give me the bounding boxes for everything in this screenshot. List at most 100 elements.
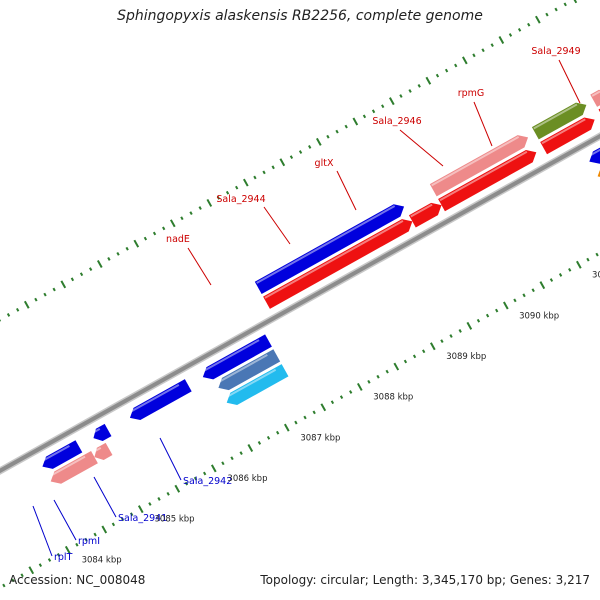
minor-tick — [111, 522, 116, 527]
minor-tick — [38, 563, 43, 567]
minor-tick — [362, 114, 367, 119]
minor-tick — [216, 195, 221, 200]
minor-tick — [52, 287, 56, 292]
gene-g2944[interactable] — [263, 215, 416, 309]
callout-sala-2944[interactable]: Sala_2944 — [216, 194, 265, 205]
minor-tick — [239, 451, 243, 456]
minor-tick — [485, 313, 490, 318]
gene-arrow — [50, 450, 98, 484]
minor-tick — [34, 297, 38, 302]
gene-rpmG[interactable] — [590, 87, 600, 107]
minor-tick — [189, 211, 193, 216]
callout-sala-2949[interactable]: Sala_2949 — [531, 46, 580, 57]
callout-leader — [336, 170, 357, 211]
gene-highlight — [264, 220, 404, 299]
minor-tick — [303, 415, 307, 420]
kbp-label: 3090 kbp — [519, 311, 559, 321]
minor-tick — [116, 251, 120, 256]
minor-tick — [93, 532, 97, 537]
minor-tick — [568, 267, 572, 272]
major-tick — [206, 198, 213, 207]
gene-b5[interactable] — [39, 440, 83, 473]
major-tick — [242, 178, 249, 187]
minor-tick — [125, 246, 129, 251]
gene-gltX[interactable] — [429, 131, 532, 197]
minor-tick — [586, 257, 590, 262]
minor-tick — [563, 2, 567, 7]
gene-arrow — [94, 442, 113, 460]
gene-g2946[interactable] — [531, 99, 590, 140]
callout-gltx[interactable]: gltX — [315, 158, 334, 169]
gene-b2[interactable] — [199, 334, 272, 383]
major-tick — [320, 403, 327, 412]
minor-tick — [193, 476, 198, 481]
gene-highlight — [92, 446, 102, 454]
minor-tick — [403, 359, 408, 364]
major-tick — [60, 280, 67, 289]
callout-rplt[interactable]: rplT — [54, 552, 73, 563]
gene-gltX-r[interactable] — [438, 146, 540, 212]
gene-g2946r[interactable] — [540, 114, 598, 155]
callout-sala-2941[interactable]: Sala_2941 — [118, 513, 167, 524]
minor-tick — [344, 124, 348, 129]
gene-p2[interactable] — [91, 442, 113, 463]
callout-sala-2942[interactable]: Sala_2942 — [183, 476, 232, 487]
minor-tick — [70, 277, 75, 282]
minor-tick — [276, 430, 280, 435]
kbp-label: 3086 kbp — [227, 474, 267, 484]
minor-tick — [558, 273, 563, 277]
gene-arrow — [429, 135, 529, 197]
minor-tick — [531, 288, 535, 293]
minor-tick — [225, 190, 230, 195]
minor-tick — [408, 89, 412, 93]
major-tick — [247, 444, 254, 453]
backbone-line — [0, 133, 600, 474]
minor-tick — [198, 206, 202, 210]
minor-tick — [2, 583, 6, 588]
gene-highlight — [200, 339, 260, 374]
gene-highlight — [591, 90, 600, 97]
major-tick — [462, 56, 468, 65]
kbp-label: 3088 kbp — [373, 393, 413, 403]
gene-p1[interactable] — [47, 450, 98, 488]
gene-features — [39, 87, 600, 488]
major-tick — [169, 219, 176, 228]
kbp-label: 3089 kbp — [446, 352, 486, 362]
minor-tick — [440, 339, 444, 344]
gene-b4[interactable] — [90, 423, 112, 444]
gene-g2944b[interactable] — [408, 199, 445, 228]
gene-nadE[interactable] — [254, 200, 408, 294]
gene-highlight — [541, 118, 586, 145]
major-tick — [389, 97, 395, 106]
minor-tick — [120, 517, 125, 522]
major-tick — [573, 0, 578, 4]
gene-arrow — [540, 117, 595, 155]
major-tick — [28, 566, 35, 575]
gene-b3[interactable] — [127, 379, 192, 424]
gene-b1[interactable] — [586, 135, 600, 168]
gene-arrow — [408, 202, 442, 228]
major-tick — [352, 117, 359, 126]
gene-cy1[interactable] — [223, 364, 289, 409]
major-tick — [393, 362, 400, 371]
callout-rpmi[interactable]: rpmI — [78, 536, 100, 547]
gene-highlight — [410, 203, 433, 218]
kbp-label: 3085 kbp — [155, 515, 195, 525]
major-tick — [133, 239, 140, 248]
minor-tick — [335, 129, 339, 134]
minor-tick — [180, 216, 184, 221]
minor-tick — [326, 134, 330, 139]
minor-tick — [11, 578, 15, 583]
callout-leader — [187, 247, 212, 286]
minor-tick — [6, 313, 11, 317]
gene-highlight — [127, 383, 180, 414]
gene-highlight — [91, 428, 101, 435]
callout-nade[interactable]: nadE — [166, 234, 190, 245]
callout-sala-2946[interactable]: Sala_2946 — [372, 116, 421, 127]
callout-leader — [93, 476, 117, 518]
gene-lb1[interactable] — [215, 349, 281, 394]
gene-arrow — [129, 379, 192, 421]
callout-leader — [558, 59, 581, 104]
callout-rpmg[interactable]: rpmG — [458, 88, 485, 99]
minor-tick — [143, 236, 148, 241]
